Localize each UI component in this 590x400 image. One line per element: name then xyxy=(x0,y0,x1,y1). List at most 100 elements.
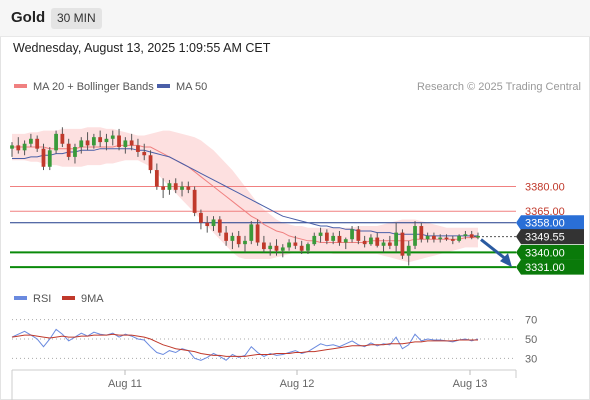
candle-body xyxy=(476,235,480,238)
candle-body xyxy=(268,245,273,250)
candle-body xyxy=(356,229,361,241)
interval-badge[interactable]: 30 MIN xyxy=(51,8,102,29)
candle-body xyxy=(66,143,71,157)
candle-body xyxy=(287,242,291,248)
candle-body xyxy=(129,140,134,146)
candle-body xyxy=(60,133,65,144)
x-tick-label: Aug 12 xyxy=(280,378,315,390)
legend-label-rsi: RSI xyxy=(33,293,51,305)
ma20-line xyxy=(12,144,478,243)
candle-body xyxy=(463,234,468,236)
candle-body xyxy=(85,140,90,146)
candle-body xyxy=(117,135,121,148)
candle-body xyxy=(406,245,411,256)
candle-body xyxy=(192,189,197,213)
candle-body xyxy=(375,237,380,246)
candle-body xyxy=(425,235,430,240)
rsi-line xyxy=(11,328,479,361)
candle-body xyxy=(394,232,399,246)
legend-label-ma50: MA 50 xyxy=(176,81,207,93)
price-tag xyxy=(516,244,584,260)
candle-body xyxy=(47,150,52,167)
candle-body xyxy=(154,170,159,187)
candle-body xyxy=(432,235,436,240)
x-tick-label: Aug 13 xyxy=(453,378,488,390)
candle-body xyxy=(236,235,241,245)
candle-body xyxy=(173,183,178,190)
candle-body xyxy=(91,137,96,146)
candle-body xyxy=(350,229,354,240)
bollinger-band xyxy=(12,127,478,263)
candle-body xyxy=(293,242,298,246)
rsi-tick-label: 50 xyxy=(525,334,537,346)
price-tag-label: 3340.00 xyxy=(525,247,565,259)
candle-body xyxy=(413,226,417,246)
instrument-title: Gold xyxy=(11,9,46,26)
candle-body xyxy=(73,147,77,157)
candle-body xyxy=(22,143,27,151)
x-tick-label: Aug 11 xyxy=(108,378,142,390)
candle-body xyxy=(54,133,58,151)
legend-swatch-ma20 xyxy=(14,84,27,88)
forecast-arrow-head xyxy=(500,253,512,268)
price-tag-label: 3331.00 xyxy=(525,262,565,274)
candle-body xyxy=(450,239,455,241)
candle-body xyxy=(306,244,310,251)
legend-swatch-ma50 xyxy=(157,84,170,88)
candle-body xyxy=(110,135,115,139)
candle-body xyxy=(79,140,84,148)
candle-body xyxy=(312,235,317,245)
candle-body xyxy=(142,151,147,156)
candle-body xyxy=(205,222,210,227)
candle-body xyxy=(16,145,21,151)
candle-body xyxy=(457,235,461,241)
candle-body xyxy=(230,235,235,241)
forecast-arrow xyxy=(480,238,507,261)
price-tag xyxy=(516,229,584,245)
candle-body xyxy=(318,232,323,236)
candle-body xyxy=(217,219,222,233)
candle-body xyxy=(387,242,392,246)
price-tag-label: 3349.55 xyxy=(525,232,565,244)
candle-body xyxy=(337,235,342,243)
candle-body xyxy=(381,242,386,246)
rsi-tick-label: 30 xyxy=(525,353,537,365)
candle-body xyxy=(186,186,191,190)
candle-body xyxy=(419,226,424,240)
price-tag xyxy=(516,215,584,231)
timestamp: Wednesday, August 13, 2025 1:09:55 AM CE… xyxy=(13,41,271,55)
candle-body xyxy=(167,183,172,190)
candle-body xyxy=(299,245,304,251)
price-tag xyxy=(516,259,584,275)
candle-body xyxy=(280,247,285,251)
candle-body xyxy=(274,245,279,251)
header-bar: Gold 30 MIN xyxy=(0,0,590,37)
ma50-line xyxy=(12,148,478,237)
candle-body xyxy=(262,242,266,250)
price-tag-label: 3358.00 xyxy=(525,218,565,230)
price-tag-label: 3365.00 xyxy=(525,206,565,218)
candle-body xyxy=(249,224,254,241)
candle-body xyxy=(104,138,109,143)
legend-label-ma20: MA 20 + Bollinger Bands xyxy=(33,81,154,93)
candle-body xyxy=(29,138,33,144)
candle-body xyxy=(224,232,228,241)
candle-body xyxy=(211,219,216,227)
candle-body xyxy=(161,186,166,190)
rsi-ma-line xyxy=(11,333,478,357)
candle-body xyxy=(362,240,367,245)
candle-body xyxy=(10,145,14,149)
candle-body xyxy=(438,237,443,240)
candle-body xyxy=(444,237,449,240)
candle-body xyxy=(369,237,373,245)
credit-text: Research © 2025 Trading Central xyxy=(417,81,581,93)
candle-body xyxy=(343,239,348,243)
candle-body xyxy=(35,138,40,149)
price-tag-label: 3380.00 xyxy=(525,182,565,194)
candle-body xyxy=(324,232,329,241)
candle-body xyxy=(41,148,46,167)
candle-body xyxy=(199,212,203,223)
legend-label-rsi-ma: 9MA xyxy=(81,293,104,305)
candle-body xyxy=(469,234,474,238)
